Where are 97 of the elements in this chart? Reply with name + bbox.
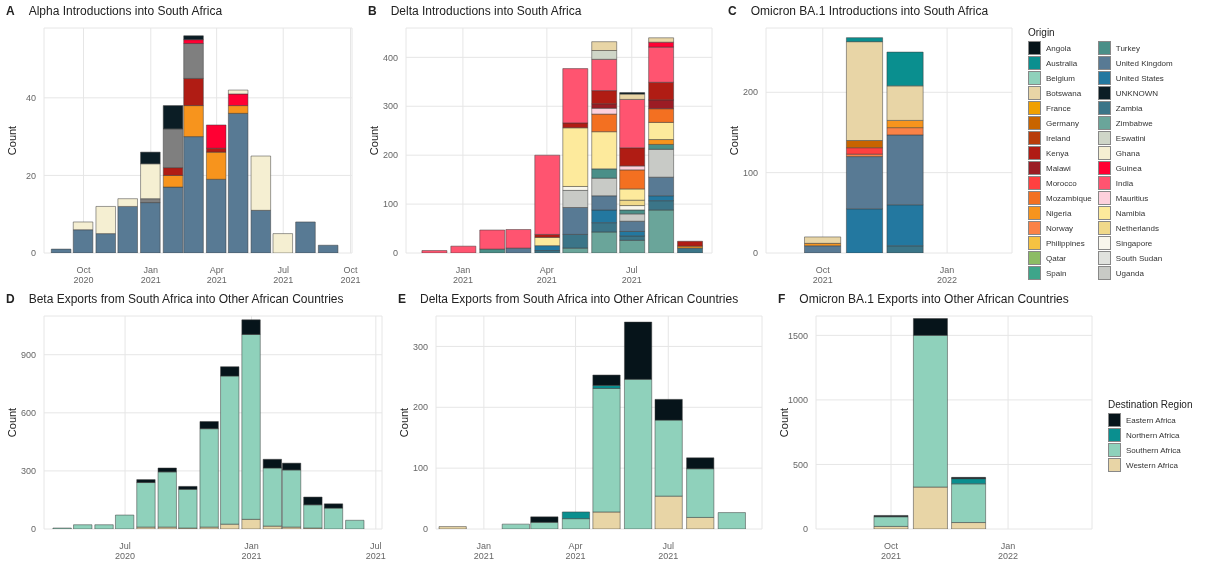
- y-tick-label: 300: [382, 101, 398, 112]
- x-tick-label: Jan 2021: [241, 541, 262, 561]
- x-tick-label: Jan 2022: [998, 541, 1019, 561]
- legend-label: Western Africa: [1125, 459, 1179, 472]
- legend-label: Germany: [1045, 117, 1080, 130]
- legend-label: United States: [1114, 72, 1165, 85]
- y-tick-label: 200: [382, 150, 398, 161]
- x-tick-label: Jan 2021: [473, 541, 494, 561]
- y-tick-label: 300: [20, 466, 36, 477]
- legend-label: India: [1114, 177, 1135, 190]
- legend-label: South Sudan: [1114, 252, 1164, 265]
- chart-title: Omicron BA.1 Exports into Other African Countries: [799, 292, 1069, 306]
- legend-label: Eastern Africa: [1125, 414, 1177, 427]
- y-tick-label: 900: [20, 349, 36, 360]
- y-axis-title: Count: [727, 125, 740, 156]
- chart-title: Omicron BA.1 Introductions into South Africa: [750, 4, 989, 18]
- x-tick-label: Jul 2021: [273, 265, 294, 285]
- text: B: [368, 4, 377, 18]
- x-tick-label: Apr 2021: [565, 541, 586, 561]
- x-tick-label: Jan 2021: [140, 265, 161, 285]
- text: F: [778, 292, 786, 306]
- x-tick-label: Oct 2021: [340, 265, 361, 285]
- y-tick-label: 1500: [787, 330, 808, 341]
- x-tick-label: Oct 2021: [812, 265, 833, 285]
- y-tick-label: 100: [382, 199, 398, 210]
- legend-label: Mozambique: [1045, 192, 1092, 205]
- legend-label: Mauritius: [1114, 192, 1150, 205]
- legend-label: Malawi: [1045, 162, 1072, 175]
- x-tick-label: Oct 2020: [73, 265, 94, 285]
- y-tick-label: 600: [20, 408, 36, 419]
- y-tick-label: 500: [792, 459, 808, 470]
- legend-label: Ireland: [1045, 132, 1072, 145]
- y-tick-label: 0: [802, 524, 808, 535]
- x-tick-label: Jul 2020: [115, 541, 136, 561]
- y-tick-label: 0: [392, 248, 398, 259]
- y-tick-label: 0: [30, 248, 36, 259]
- text: C: [728, 4, 737, 18]
- legend-label: Turkey: [1114, 42, 1141, 55]
- legend-label: Northern Africa: [1125, 429, 1181, 442]
- legend-label: UNKNOWN: [1114, 87, 1160, 100]
- x-tick-label: Jan 2022: [937, 265, 958, 285]
- y-tick-label: 400: [382, 52, 398, 63]
- legend-label: Netherlands: [1114, 222, 1160, 235]
- y-tick-label: 300: [412, 341, 428, 352]
- legend-label: Botswana: [1045, 87, 1083, 100]
- legend-label: France: [1045, 102, 1072, 115]
- legend-label: Guinea: [1114, 162, 1143, 175]
- legend-label: Belgium: [1045, 72, 1076, 85]
- legend-label: Angola: [1045, 42, 1072, 55]
- x-tick-label: Oct 2021: [881, 541, 902, 561]
- y-tick-label: 0: [422, 524, 428, 535]
- legend-label: Qatar: [1045, 252, 1067, 265]
- y-axis-title: Count: [777, 407, 790, 438]
- y-tick-label: 0: [30, 524, 36, 535]
- text: A: [6, 4, 15, 18]
- y-axis-title: Count: [397, 407, 410, 438]
- x-tick-label: Jul 2021: [658, 541, 679, 561]
- y-axis-title: Count: [5, 407, 18, 438]
- legend-title: Destination Region: [1108, 398, 1193, 410]
- chart-title: Delta Introductions into South Africa: [390, 4, 582, 18]
- legend-label: Namibia: [1114, 207, 1147, 220]
- legend-label: Ghana: [1114, 147, 1141, 160]
- x-tick-label: Apr 2021: [536, 265, 557, 285]
- x-tick-label: Jul 2021: [621, 265, 642, 285]
- legend-label: Australia: [1045, 57, 1079, 70]
- y-tick-label: 200: [412, 402, 428, 413]
- y-tick-label: 1000: [787, 395, 808, 406]
- y-axis-title: Count: [367, 125, 380, 156]
- legend-label: Kenya: [1045, 147, 1070, 160]
- y-tick-label: 100: [412, 463, 428, 474]
- legend-label: Eswatini: [1114, 132, 1147, 145]
- text: E: [398, 292, 407, 306]
- legend-label: United Kingdom: [1114, 57, 1173, 70]
- legend-label: Southern Africa: [1125, 444, 1182, 457]
- y-tick-label: 200: [742, 87, 758, 98]
- legend-label: Nigeria: [1045, 207, 1073, 220]
- chart-title: Delta Exports from South Africa into Other African Countries: [420, 292, 739, 306]
- y-tick-label: 20: [25, 170, 36, 181]
- chart-title: Alpha Introductions into South Africa: [28, 4, 223, 18]
- legend-label: Philippines: [1045, 237, 1086, 250]
- legend-label: Singapore: [1114, 237, 1154, 250]
- y-tick-label: 100: [742, 167, 758, 178]
- legend-label: Zambia: [1114, 102, 1144, 115]
- x-tick-label: Jan 2021: [452, 265, 473, 285]
- y-tick-label: 40: [25, 93, 36, 104]
- y-tick-label: 0: [752, 248, 758, 259]
- legend-label: Norway: [1045, 222, 1075, 235]
- y-axis-title: Count: [5, 125, 18, 156]
- legend-label: Zimbabwe: [1114, 117, 1154, 130]
- legend-title: Origin: [1028, 26, 1056, 38]
- chart-title: Beta Exports from South Africa into Other African Countries: [28, 292, 344, 306]
- x-tick-label: Jul 2021: [365, 541, 386, 561]
- legend-label: Uganda: [1114, 267, 1145, 280]
- x-tick-label: Apr 2021: [206, 265, 227, 285]
- legend-label: Spain: [1045, 267, 1068, 280]
- text: D: [6, 292, 15, 306]
- legend-label: Morocco: [1045, 177, 1078, 190]
